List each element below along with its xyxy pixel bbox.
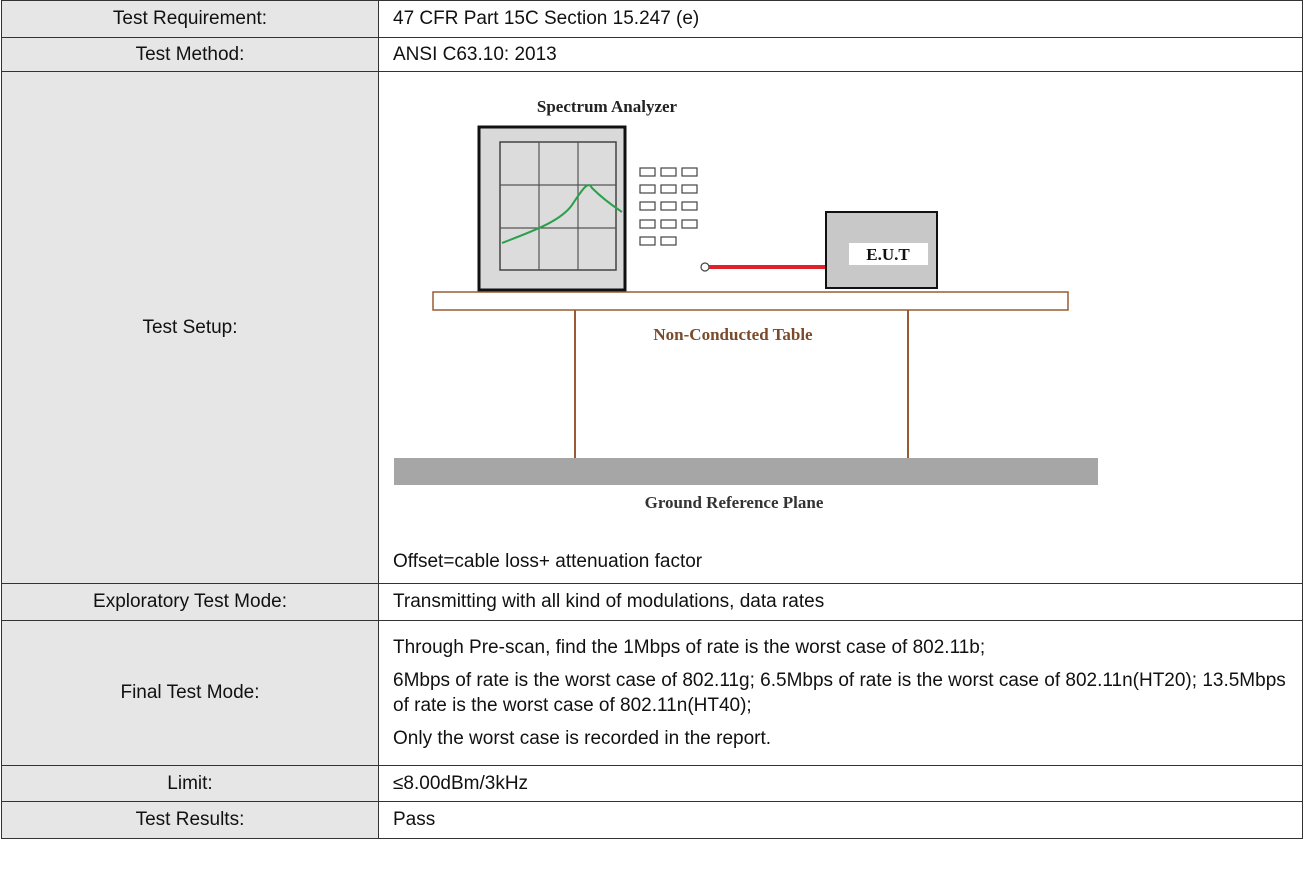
value: Through Pre-scan, find the 1Mbps of rate… [378, 620, 1303, 766]
label: Test Results: [1, 801, 379, 839]
row: Final Test Mode: Through Pre-scan, find … [1, 620, 1303, 766]
value: Pass [378, 801, 1303, 839]
row: Test Setup: Offset=cable loss+ attenuati… [1, 71, 1303, 584]
value: Transmitting with all kind of modulation… [378, 583, 1303, 621]
value: ≤8.00dBm/3kHz [378, 765, 1303, 802]
value: ANSI C63.10: 2013 [378, 37, 1303, 72]
row: Limit: ≤8.00dBm/3kHz [1, 765, 1303, 802]
label: Test Method: [1, 37, 379, 72]
paragraph: 6Mbps of rate is the worst case of 802.1… [393, 670, 1286, 716]
row: Test Method: ANSI C63.10: 2013 [1, 37, 1303, 72]
test-table: Test Requirement: 47 CFR Part 15C Sectio… [1, 0, 1303, 839]
label: Final Test Mode: [1, 620, 379, 766]
label: Limit: [1, 765, 379, 802]
value: 47 CFR Part 15C Section 15.247 (e) [378, 0, 1303, 38]
value: Offset=cable loss+ attenuation factor [378, 71, 1303, 584]
paragraph: Only the worst case is recorded in the r… [393, 728, 772, 749]
paragraph: Through Pre-scan, find the 1Mbps of rate… [393, 637, 986, 658]
label: Exploratory Test Mode: [1, 583, 379, 621]
row: Test Requirement: 47 CFR Part 15C Sectio… [1, 0, 1303, 38]
label: Test Requirement: [1, 0, 379, 38]
label: Test Setup: [1, 71, 379, 584]
row: Exploratory Test Mode: Transmitting with… [1, 583, 1303, 621]
row: Test Results: Pass [1, 801, 1303, 839]
